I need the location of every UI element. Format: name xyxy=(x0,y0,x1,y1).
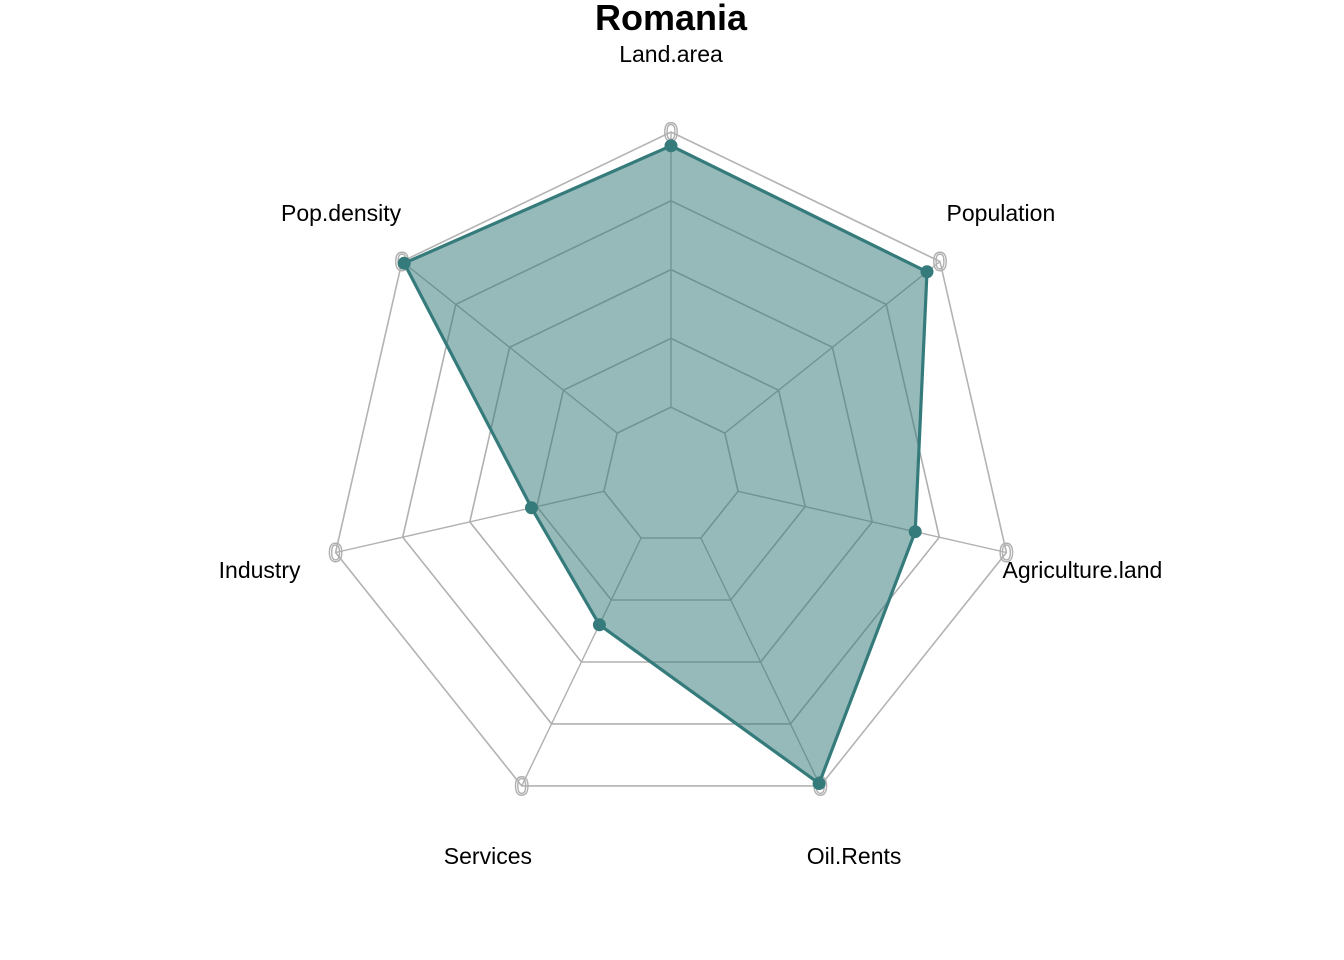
data-point-population xyxy=(920,265,934,279)
tick-label-land-area: 0 xyxy=(664,117,678,147)
radar-series xyxy=(397,139,934,790)
data-point-land-area xyxy=(664,139,678,153)
chart-title: Romania xyxy=(595,0,748,38)
axis-label-services: Services xyxy=(444,843,532,869)
tick-label-services: 0 xyxy=(514,771,528,801)
data-point-services xyxy=(592,618,606,632)
tick-label-population: 0 xyxy=(933,247,947,277)
data-point-agriculture-land xyxy=(908,525,922,539)
tick-label-agriculture-land: 0 xyxy=(999,538,1013,568)
axis-label-population: Population xyxy=(947,200,1056,226)
grid-ring-5 xyxy=(334,131,1008,787)
axis-label-pop-density: Pop.density xyxy=(281,200,402,226)
data-point-oil-rents xyxy=(812,777,826,790)
axis-label-oil-rents: Oil.Rents xyxy=(807,843,902,869)
tick-label-industry: 0 xyxy=(328,538,342,568)
axis-labels: Land.area Population Agriculture.land Oil.R… xyxy=(219,41,1163,869)
data-point-pop-density xyxy=(397,256,411,270)
series-area-romania xyxy=(402,144,929,786)
axis-label-land-area: Land.area xyxy=(619,41,723,67)
axis-label-agriculture-land: Agriculture.land xyxy=(1002,557,1162,583)
data-point-industry xyxy=(525,501,538,515)
axis-label-industry: Industry xyxy=(219,557,301,583)
